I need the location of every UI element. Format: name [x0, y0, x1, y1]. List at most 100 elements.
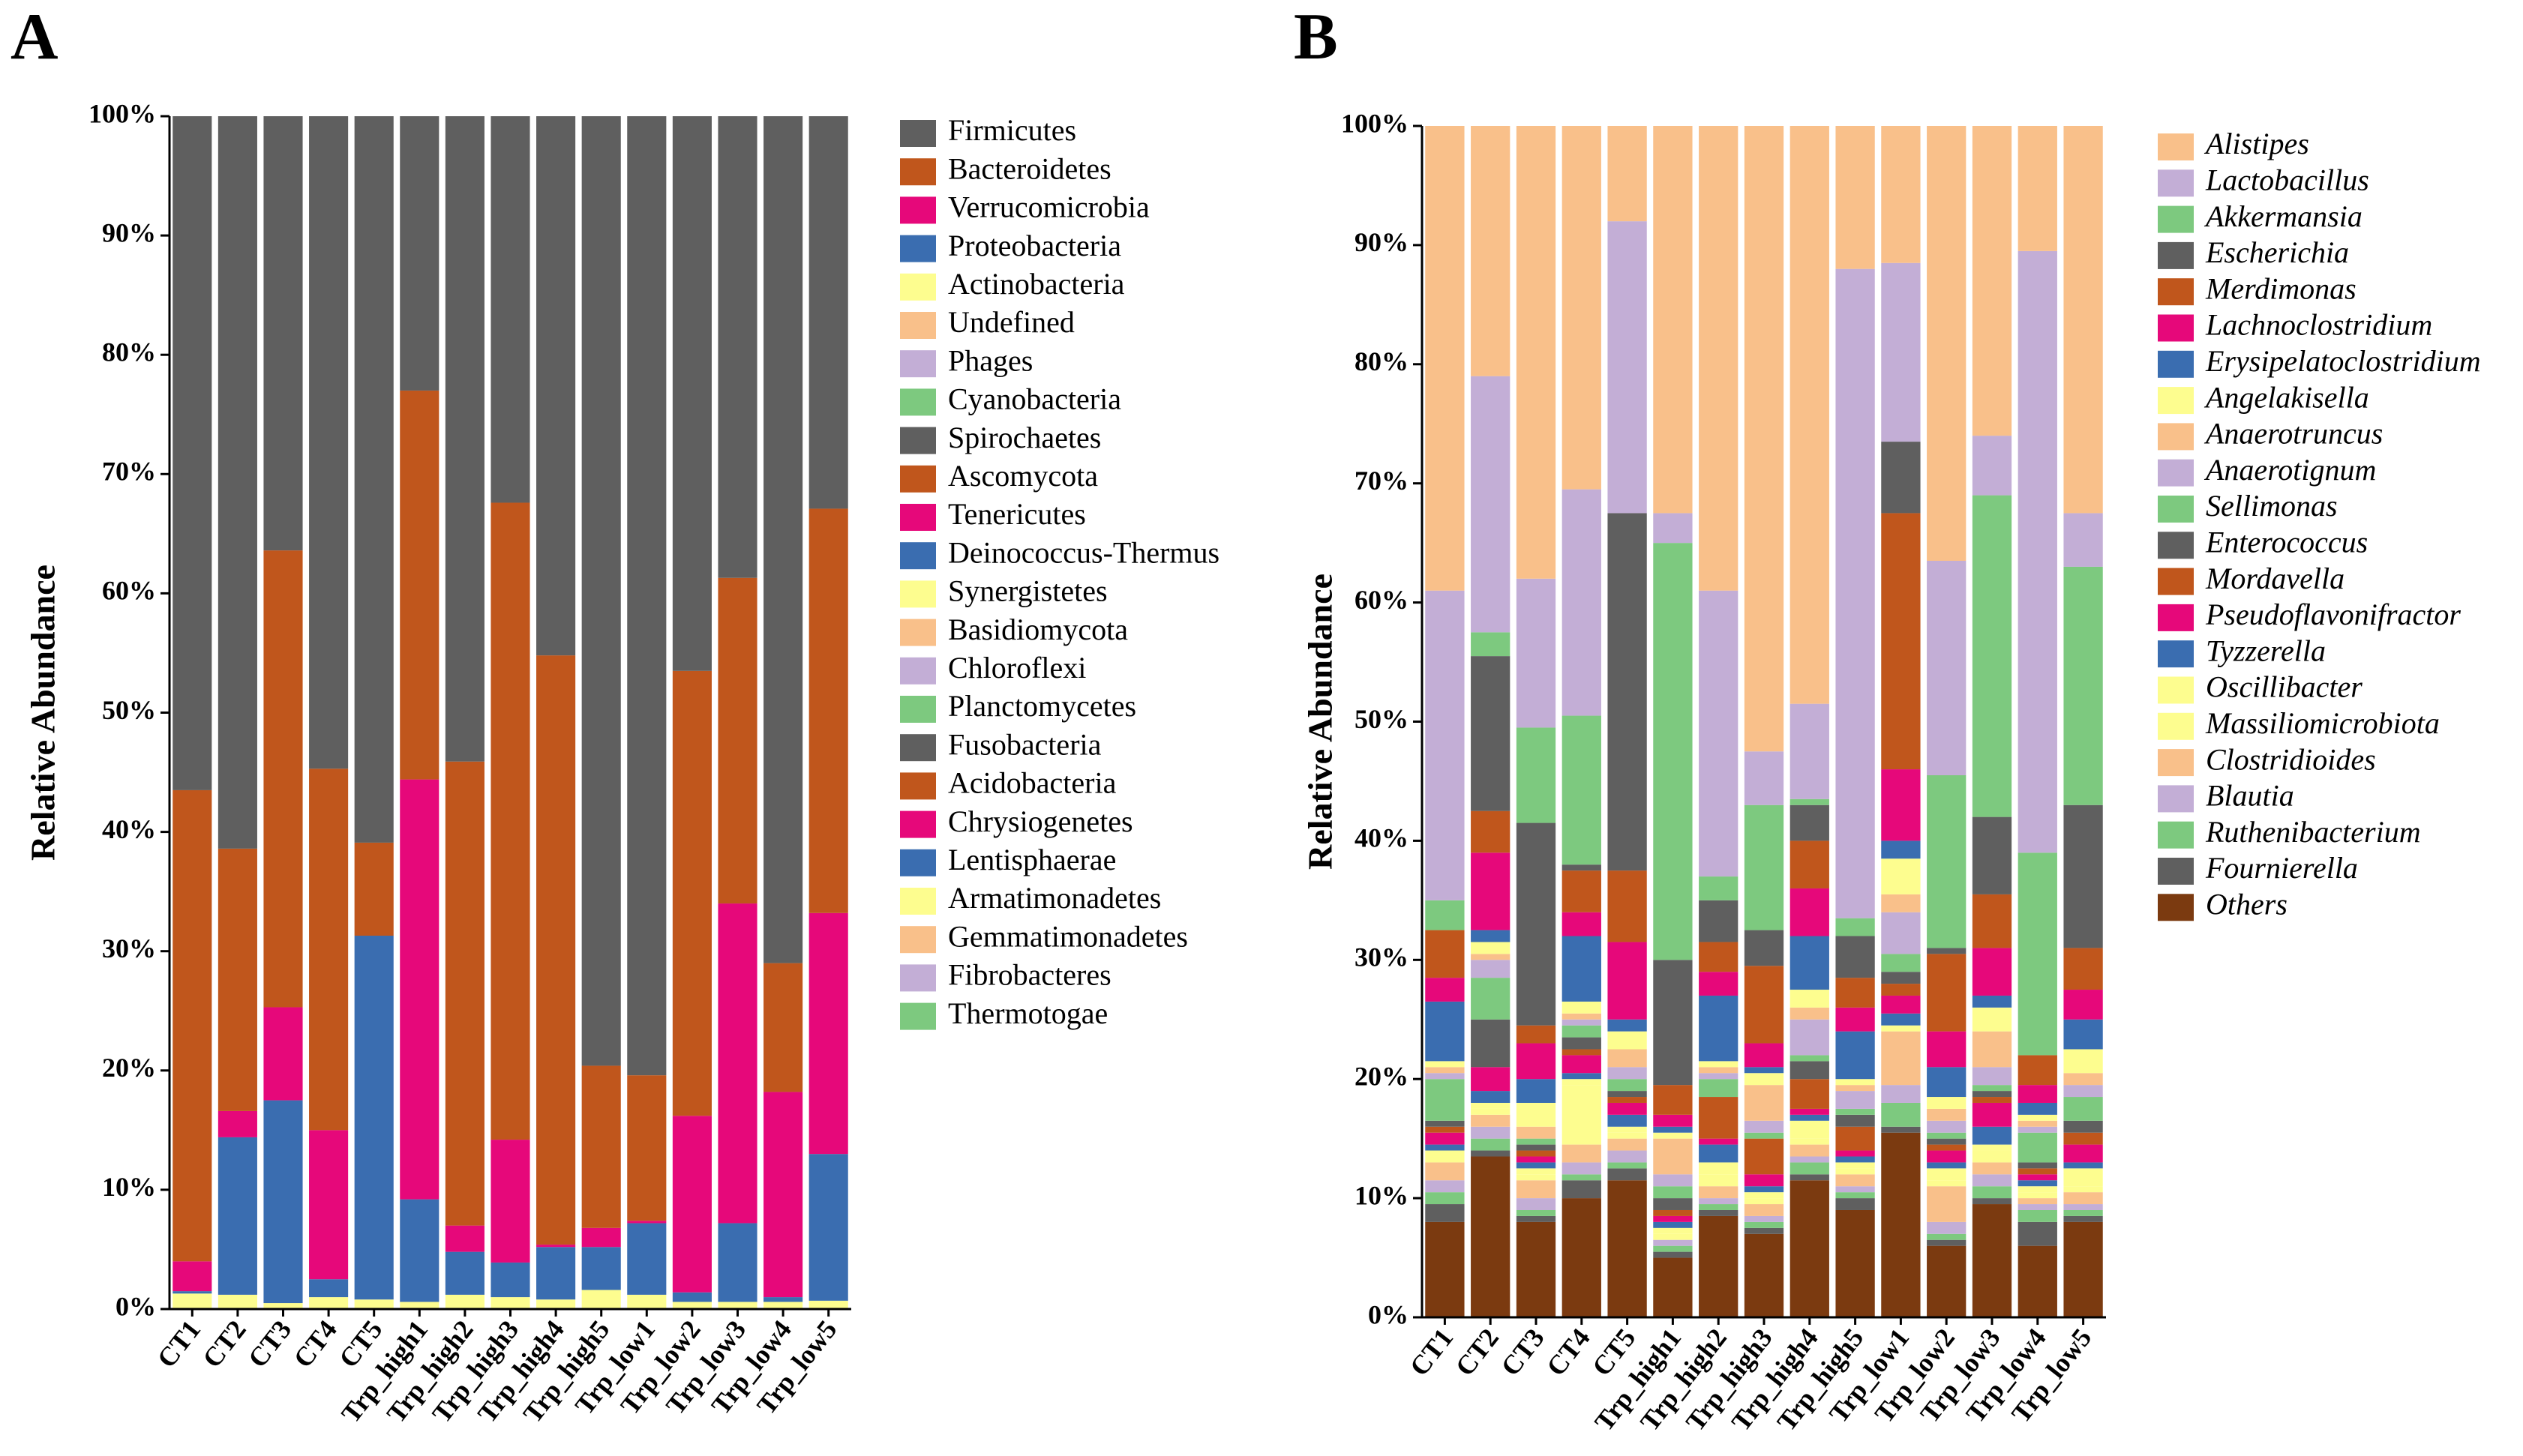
bar-segment	[1744, 1227, 1784, 1234]
y-tick-label: 30%	[102, 933, 156, 963]
bar-segment	[1699, 972, 1738, 996]
bar-segment	[1425, 1061, 1465, 1068]
bar-segment	[2018, 1245, 2057, 1317]
bar-segment	[490, 1297, 530, 1309]
bar-segment	[672, 1302, 712, 1309]
bar-segment	[1972, 1126, 2012, 1145]
legend-label: Lentisphaerae	[948, 843, 1116, 876]
bar-segment	[1516, 1168, 1556, 1175]
bar-segment	[2018, 1180, 2057, 1187]
x-tick-label: CT3	[242, 1314, 297, 1373]
bar-segment	[1516, 126, 1556, 579]
legend-swatch	[900, 1002, 936, 1030]
legend-swatch	[900, 888, 936, 915]
panel-label: B	[1294, 1, 1338, 73]
bar-segment	[1562, 1013, 1601, 1020]
bar-segment	[1972, 816, 2012, 894]
bar-segment	[1562, 864, 1601, 871]
bar-segment	[1972, 894, 2012, 948]
legend-swatch	[2158, 712, 2194, 740]
bar-segment	[2018, 1221, 2057, 1246]
legend-label: Pseudoflavonifractor	[2205, 598, 2461, 631]
bar-segment	[400, 779, 440, 1200]
bar-segment	[1562, 1001, 1601, 1014]
bar-segment	[1927, 1239, 1966, 1246]
bar-segment	[2063, 1162, 2103, 1169]
x-tick-label: CT2	[196, 1314, 251, 1373]
legend-swatch	[2158, 350, 2194, 378]
bar-segment	[1881, 840, 1921, 859]
legend-label: Actinobacteria	[948, 267, 1125, 301]
bar-segment	[1790, 840, 1829, 888]
legend-label: Angelakisella	[2204, 380, 2369, 414]
bar-segment	[1562, 912, 1601, 936]
bar-segment	[1562, 489, 1601, 716]
bar-segment	[445, 761, 484, 1226]
bar-segment	[1653, 1251, 1693, 1258]
bar-segment	[1425, 1150, 1465, 1157]
bar-segment	[1927, 1097, 1966, 1109]
bar-segment	[1653, 1085, 1693, 1115]
legend-label: Spirochaetes	[948, 421, 1101, 454]
legend-label: Alistipes	[2204, 127, 2309, 160]
bar-segment	[1744, 751, 1784, 805]
bar-segment	[1471, 1067, 1510, 1092]
bar-segment	[2063, 1144, 2103, 1163]
legend-label: Chrysiogenetes	[948, 804, 1133, 838]
bar-segment	[1927, 560, 1966, 776]
bar-segment	[1653, 1221, 1693, 1228]
bar-segment	[1516, 1198, 1556, 1210]
bar-segment	[490, 116, 530, 503]
bar-segment	[1516, 1043, 1556, 1080]
legend-swatch	[2158, 894, 2194, 921]
bar-segment	[536, 1247, 576, 1300]
bar-segment	[1699, 1162, 1738, 1175]
bar-segment	[263, 550, 303, 1008]
bar-segment	[1425, 1073, 1465, 1080]
bar-segment	[1653, 1198, 1693, 1210]
bar-segment	[445, 116, 484, 762]
bar-segment	[808, 508, 848, 913]
bar-segment	[1699, 1174, 1738, 1187]
bar-segment	[1562, 1073, 1601, 1080]
bar-segment	[1790, 1138, 1829, 1145]
bar-segment	[1607, 1097, 1647, 1103]
legend-label: Akkermansia	[2204, 199, 2362, 233]
bar-segment	[1425, 1180, 1465, 1193]
bar-segment	[309, 1297, 349, 1309]
bar-segment	[1471, 1114, 1510, 1127]
legend-label: Others	[2206, 887, 2288, 921]
bar-segment	[2018, 1204, 2057, 1210]
legend-label: Escherichia	[2205, 235, 2349, 269]
bar-segment	[1744, 966, 1784, 1044]
legend-swatch	[900, 810, 936, 838]
bar-segment	[536, 655, 576, 1245]
legend-swatch	[2158, 496, 2194, 523]
bar-segment	[1790, 1061, 1829, 1080]
bar-segment	[1881, 984, 1921, 996]
x-tick-label: CT1	[1404, 1323, 1459, 1381]
bar-segment	[2063, 1221, 2103, 1317]
legend-swatch	[2158, 314, 2194, 342]
bar-segment	[1835, 1007, 1875, 1032]
bar-segment	[581, 1065, 621, 1228]
y-tick-label: 90%	[102, 217, 156, 247]
bar-segment	[1562, 1037, 1601, 1050]
bar-segment	[309, 116, 349, 769]
legend-swatch	[2158, 241, 2194, 269]
bar-segment	[1607, 126, 1647, 222]
legend-swatch	[900, 158, 936, 186]
legend-swatch	[900, 619, 936, 646]
y-tick-label: 20%	[1354, 1061, 1408, 1091]
bar-segment	[1972, 1102, 2012, 1127]
legend-label: Chloroflexi	[948, 651, 1086, 685]
bar-segment	[1425, 1079, 1465, 1121]
bar-segment	[1699, 1144, 1738, 1163]
bar-segment	[1927, 1233, 1966, 1240]
bar-segment	[1790, 936, 1829, 990]
legend-swatch	[900, 312, 936, 339]
bar-segment	[1653, 1239, 1693, 1246]
bar-segment	[1516, 1162, 1556, 1169]
bar-segment	[1516, 1209, 1556, 1216]
bar-segment	[1790, 1055, 1829, 1062]
